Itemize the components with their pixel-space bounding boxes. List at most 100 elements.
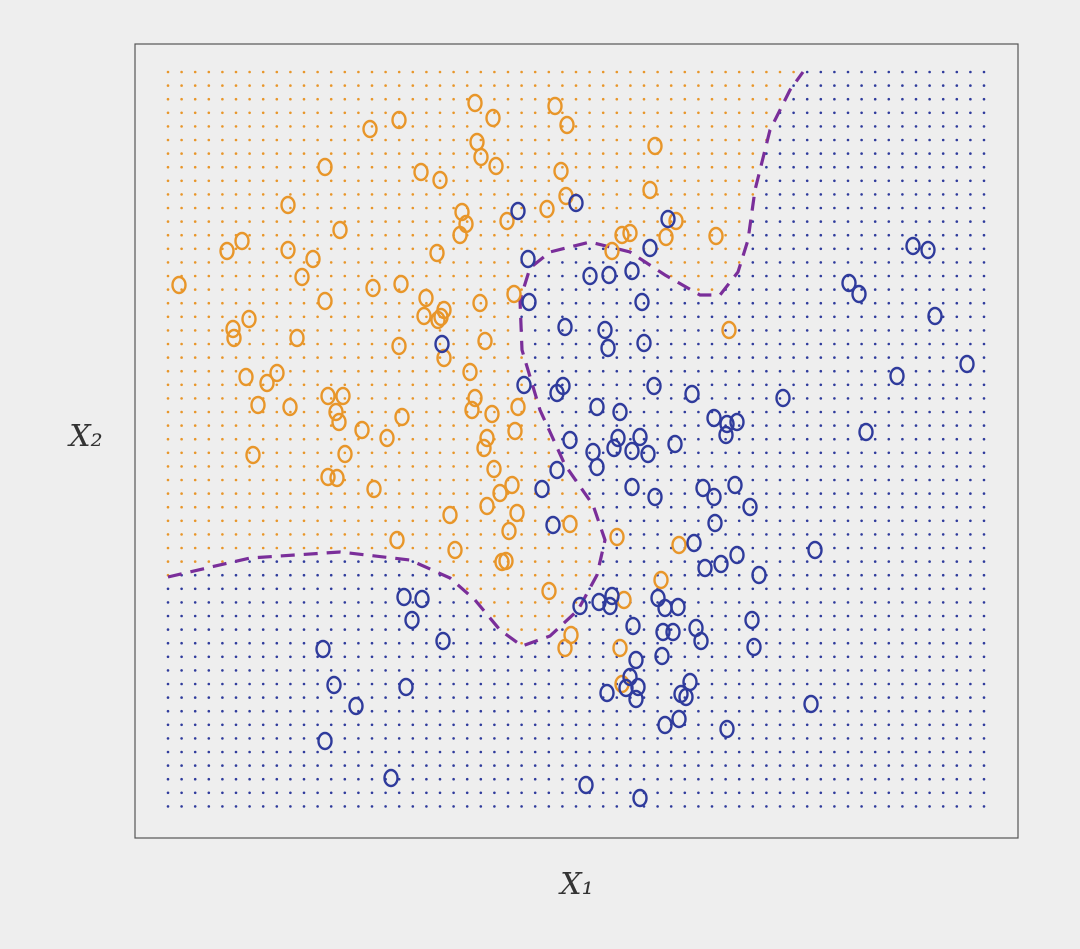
grid-dot bbox=[248, 601, 251, 604]
grid-dot bbox=[642, 288, 646, 291]
grid-dot bbox=[329, 97, 333, 101]
grid-dot bbox=[465, 723, 469, 727]
grid-dot bbox=[370, 369, 374, 373]
grid-dot bbox=[860, 179, 863, 183]
grid-dot bbox=[901, 111, 904, 115]
grid-dot bbox=[683, 152, 687, 155]
grid-dot bbox=[601, 424, 605, 427]
grid-dot bbox=[221, 233, 224, 237]
point bbox=[545, 515, 561, 535]
grid-dot bbox=[302, 614, 306, 618]
grid-dot bbox=[751, 356, 755, 359]
grid-dot bbox=[819, 478, 823, 482]
grid-dot bbox=[533, 288, 537, 291]
grid-dot bbox=[221, 111, 224, 115]
grid-dot bbox=[914, 329, 918, 332]
grid-dot bbox=[302, 165, 306, 169]
grid-dot bbox=[533, 764, 537, 767]
grid-dot bbox=[724, 397, 727, 400]
grid-dot bbox=[860, 410, 863, 414]
grid-dot bbox=[873, 125, 877, 128]
grid-dot bbox=[329, 397, 333, 400]
grid-dot bbox=[710, 437, 714, 441]
grid-dot bbox=[697, 451, 700, 455]
grid-dot bbox=[873, 247, 877, 251]
grid-dot bbox=[737, 220, 741, 223]
grid-dot bbox=[642, 709, 646, 713]
grid-dot bbox=[343, 628, 347, 631]
grid-dot bbox=[778, 764, 782, 767]
grid-dot bbox=[669, 301, 673, 305]
grid-dot bbox=[302, 682, 306, 686]
grid-dot bbox=[629, 505, 632, 509]
grid-dot bbox=[343, 669, 347, 672]
grid-dot bbox=[329, 805, 333, 808]
grid-dot bbox=[479, 125, 483, 128]
grid-dot bbox=[955, 764, 959, 767]
grid-dot bbox=[846, 369, 850, 373]
grid-dot bbox=[887, 655, 891, 659]
grid-dot bbox=[316, 356, 319, 359]
grid-dot bbox=[833, 560, 836, 563]
grid-dot bbox=[819, 737, 823, 740]
grid-dot bbox=[234, 97, 238, 101]
grid-dot bbox=[302, 193, 306, 196]
grid-dot bbox=[547, 451, 551, 455]
grid-dot bbox=[207, 519, 211, 523]
grid-dot bbox=[370, 791, 374, 795]
grid-dot bbox=[846, 777, 850, 781]
grid-dot bbox=[873, 397, 877, 400]
grid-dot bbox=[425, 587, 428, 591]
grid-dot bbox=[261, 478, 265, 482]
grid-dot bbox=[397, 84, 401, 87]
grid-dot bbox=[860, 764, 863, 767]
grid-dot bbox=[411, 233, 415, 237]
grid-dot bbox=[669, 261, 673, 264]
grid-dot bbox=[982, 70, 986, 74]
grid-dot bbox=[302, 505, 306, 509]
grid-dot bbox=[520, 274, 523, 278]
grid-dot bbox=[642, 533, 646, 536]
grid-dot bbox=[411, 247, 415, 251]
grid-dot bbox=[207, 111, 211, 115]
grid-dot bbox=[629, 315, 632, 319]
grid-dot bbox=[955, 505, 959, 509]
grid-dot bbox=[193, 233, 197, 237]
grid-dot bbox=[819, 641, 823, 645]
grid-dot bbox=[343, 560, 347, 563]
grid-dot bbox=[697, 70, 700, 74]
grid-dot bbox=[357, 492, 360, 495]
grid-dot bbox=[656, 750, 659, 754]
grid-dot bbox=[479, 641, 483, 645]
grid-dot bbox=[601, 97, 605, 101]
grid-dot bbox=[329, 587, 333, 591]
grid-dot bbox=[914, 505, 918, 509]
grid-dot bbox=[275, 70, 279, 74]
grid-dot bbox=[629, 805, 632, 808]
grid-dot bbox=[370, 410, 374, 414]
point bbox=[600, 338, 616, 358]
grid-dot bbox=[642, 125, 646, 128]
grid-dot bbox=[805, 233, 809, 237]
grid-dot bbox=[805, 383, 809, 387]
grid-dot bbox=[425, 274, 428, 278]
grid-dot bbox=[914, 165, 918, 169]
grid-dot bbox=[397, 465, 401, 468]
grid-dot bbox=[370, 111, 374, 115]
grid-dot bbox=[601, 791, 605, 795]
grid-dot bbox=[873, 437, 877, 441]
grid-dot bbox=[193, 519, 197, 523]
grid-dot bbox=[275, 682, 279, 686]
grid-dot bbox=[901, 152, 904, 155]
grid-dot bbox=[588, 356, 591, 359]
grid-dot bbox=[710, 342, 714, 346]
grid-dot bbox=[941, 533, 945, 536]
grid-dot bbox=[629, 397, 632, 400]
grid-dot bbox=[724, 682, 727, 686]
grid-dot bbox=[316, 70, 319, 74]
grid-dot bbox=[574, 669, 578, 672]
grid-dot bbox=[697, 641, 700, 645]
grid-dot bbox=[792, 193, 795, 196]
grid-dot bbox=[370, 709, 374, 713]
grid-dot bbox=[180, 261, 183, 264]
